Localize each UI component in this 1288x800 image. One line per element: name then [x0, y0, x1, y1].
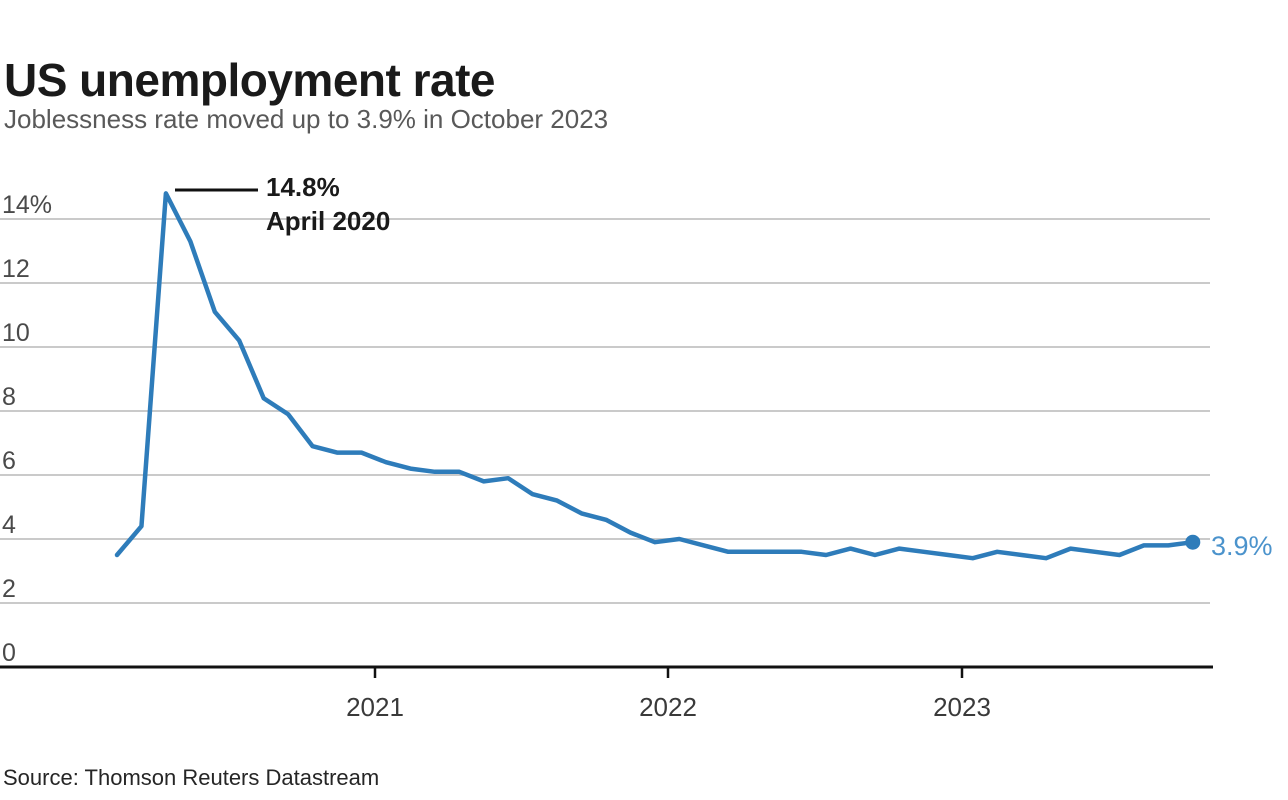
y-axis-tick-label: 4 [2, 511, 16, 539]
peak-annotation-value: 14.8% [266, 172, 340, 202]
source-note: Source: Thomson Reuters Datastream [3, 765, 380, 790]
y-axis-tick-label: 8 [2, 383, 16, 411]
x-axis-tick-label: 2021 [346, 692, 404, 722]
y-axis-tick-label: 6 [2, 447, 16, 475]
page-subtitle: Joblessness rate moved up to 3.9% in Oct… [4, 104, 609, 134]
series-layer [114, 191, 1201, 561]
latest-value-label: 3.9% [1211, 531, 1273, 561]
peak-annotation: 14.8% April 2020 [266, 170, 390, 238]
axis-layer: 0 2 4 6 8 10 12 14% 2021 2022 2023 [0, 191, 1213, 722]
page-title: US unemployment rate [4, 53, 496, 106]
peak-annotation-date: April 2020 [266, 206, 391, 236]
y-axis-tick-label: 0 [2, 639, 16, 667]
y-axis-tick-label: 14% [2, 191, 52, 219]
unemployment-rate-line [114, 191, 1196, 561]
y-axis-tick-label: 2 [2, 575, 16, 603]
y-axis-tick-label: 10 [2, 319, 30, 347]
x-axis-tick-label: 2022 [639, 692, 697, 722]
latest-value-dot [1185, 534, 1201, 550]
y-axis-tick-label: 12 [2, 255, 30, 283]
gridlines-layer [0, 218, 1210, 604]
x-axis-tick-label: 2023 [933, 692, 991, 722]
